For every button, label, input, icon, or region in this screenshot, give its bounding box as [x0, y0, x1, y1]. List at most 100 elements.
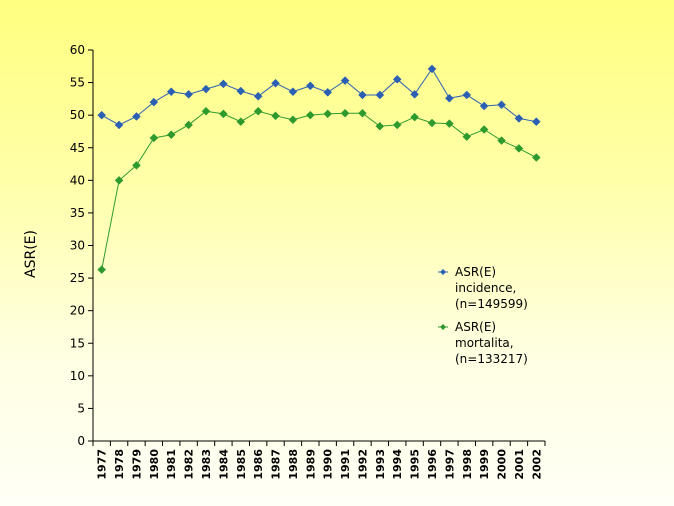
data-point [479, 101, 489, 111]
data-point [514, 114, 524, 123]
legend-marker [440, 269, 446, 275]
x-tick-label: 2001 [513, 449, 526, 480]
x-axis: 1977 1978 1979 1980 1981 1982 1983 1984 1985 1986… [92, 440, 546, 480]
data-point [445, 119, 454, 128]
x-tick-label: 1993 [374, 449, 387, 480]
data-point [462, 90, 472, 100]
y-tick-label: 5 [77, 401, 85, 415]
x-tick-label: 1986 [252, 449, 265, 480]
data-point [375, 90, 385, 100]
legend: ASR(E) incidence, (n=149599) ASR(E) mortalit… [438, 265, 528, 366]
data-point [114, 120, 124, 130]
x-tick-label: 1992 [356, 449, 369, 480]
data-point [410, 112, 419, 122]
data-point [97, 265, 107, 274]
data-point [410, 89, 419, 99]
data-point [132, 112, 141, 121]
y-tick-label: 55 [70, 76, 85, 90]
y-tick-label: 15 [70, 336, 85, 350]
data-point [305, 81, 315, 91]
x-tick-label: 1997 [443, 449, 456, 480]
y-tick-label: 45 [70, 141, 85, 155]
x-tick-label: 2000 [496, 449, 509, 480]
x-tick-label: 1991 [339, 449, 352, 480]
data-point [445, 93, 454, 103]
data-point [323, 109, 333, 119]
y-tick-label: 10 [70, 369, 85, 383]
x-tick-label: 1984 [217, 449, 230, 480]
x-tick-label: 1981 [165, 449, 178, 480]
data-point [531, 117, 541, 127]
legend-label: incidence, [455, 281, 516, 295]
y-tick-label: 25 [70, 271, 85, 285]
data-point [392, 120, 402, 130]
data-point [149, 133, 159, 143]
series-1 [97, 64, 541, 130]
legend-label: ASR(E) [455, 265, 496, 279]
legend-label: (n=133217) [455, 352, 528, 366]
y-tick-label: 60 [70, 43, 85, 57]
data-point [201, 106, 211, 116]
data-point [323, 88, 333, 97]
data-point [340, 108, 350, 118]
data-point [427, 118, 437, 128]
x-tick-label: 1990 [322, 449, 335, 480]
data-point [184, 120, 193, 130]
legend-label: (n=149599) [455, 297, 528, 311]
x-tick-label: 1989 [304, 449, 317, 480]
legend-marker [440, 324, 446, 330]
data-point [497, 136, 506, 145]
data-point [219, 109, 228, 119]
x-tick-label: 1998 [461, 449, 474, 480]
data-point [305, 110, 315, 120]
x-tick-label: 1994 [391, 449, 404, 480]
x-tick-label: 1987 [270, 449, 283, 480]
x-tick-label: 1982 [183, 449, 196, 480]
x-tick-label: 1995 [409, 449, 422, 480]
series-line [101, 110, 537, 270]
x-tick-label: 1988 [287, 449, 300, 480]
x-tick-label: 1979 [130, 449, 143, 480]
legend-label: ASR(E) [455, 320, 496, 334]
series-2 [97, 106, 541, 274]
x-tick-label: 1983 [200, 449, 213, 480]
y-axis-title: ASR(E) [23, 230, 39, 278]
data-point [531, 153, 541, 162]
x-tick-label: 1985 [235, 449, 248, 480]
data-point [114, 175, 124, 185]
y-tick-label: 20 [70, 304, 85, 318]
data-point [132, 160, 141, 170]
y-tick-label: 0 [77, 434, 85, 448]
data-point [201, 84, 211, 94]
data-point [149, 97, 159, 107]
data-point [184, 89, 193, 99]
y-tick-label: 35 [70, 206, 85, 220]
data-point [514, 144, 524, 153]
data-point [253, 91, 263, 101]
x-tick-label: 1977 [96, 449, 109, 480]
series-line [101, 67, 537, 126]
data-point [166, 87, 176, 97]
data-point [427, 64, 437, 74]
x-tick-label: 1980 [148, 449, 161, 480]
y-tick-label: 40 [70, 173, 85, 187]
data-point [462, 132, 472, 142]
data-point [271, 111, 280, 121]
data-point [479, 125, 489, 134]
data-point [288, 87, 298, 97]
legend-item: ASR(E) incidence, (n=149599) [438, 265, 528, 311]
data-point [166, 130, 176, 140]
data-point [253, 106, 263, 116]
data-point [392, 74, 402, 84]
data-point [497, 100, 506, 110]
data-point [375, 121, 385, 131]
data-point [236, 117, 246, 127]
data-point [340, 76, 350, 85]
data-point [219, 79, 228, 89]
x-tick-label: 1999 [478, 449, 491, 480]
data-point [97, 110, 107, 120]
x-tick-label: 2002 [530, 449, 543, 480]
x-tick-label: 1996 [426, 449, 439, 480]
data-point [288, 115, 298, 125]
